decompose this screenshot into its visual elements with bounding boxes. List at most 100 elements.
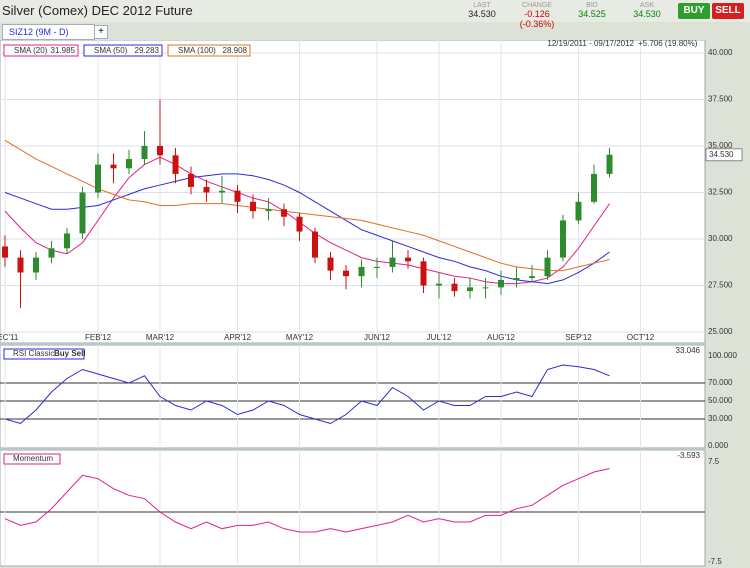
candle-body — [234, 190, 241, 202]
readout: 33.046 — [676, 346, 701, 355]
legend-item: SMA (20) 31.985 — [3, 44, 79, 57]
candle-body — [296, 216, 303, 232]
series-line — [4, 468, 610, 533]
candle-body — [126, 159, 132, 169]
y-tick-label: 30.000 — [708, 234, 733, 243]
header: Silver (Comex) DEC 2012 Future LAST 34.53… — [0, 0, 750, 29]
y-tick-label: 100.000 — [708, 351, 737, 360]
quote-value: 34.530 — [468, 9, 496, 19]
candle-body — [17, 257, 24, 273]
legend-box — [3, 453, 61, 465]
sell-button[interactable]: SELL — [712, 3, 744, 19]
candle-body — [451, 283, 458, 292]
x-tick-label: MAR'12 — [146, 333, 175, 342]
candle-body — [389, 257, 396, 267]
x-tick-label: JUL'12 — [427, 333, 452, 342]
quote-label: ASK — [639, 2, 654, 9]
x-tick-label: AUG'12 — [487, 333, 515, 342]
series-line — [4, 156, 610, 285]
legend-value: 28.908 — [223, 46, 248, 55]
legend-name: SMA (100) — [178, 46, 216, 55]
legend-box — [3, 44, 79, 57]
x-tick-label: MAY'12 — [286, 333, 314, 342]
candle-body — [172, 155, 179, 174]
candle-body — [529, 276, 535, 279]
legend-item: SMA (50) 29.283 — [83, 44, 163, 57]
candle-body — [188, 173, 194, 187]
quote: BID 34.525 — [568, 2, 616, 19]
y-tick-label: 7.5 — [708, 457, 720, 466]
legend-box — [83, 44, 163, 57]
period-change: +5.706 (19.80%) — [638, 40, 698, 48]
candle-body — [203, 186, 210, 193]
y-tick-label: 25.000 — [708, 327, 733, 336]
legend-item: SMA (100) 28.908 — [167, 44, 251, 57]
x-tick-label: FEB'12 — [85, 333, 112, 342]
panel — [0, 344, 706, 449]
legend-name: SMA (20) — [14, 46, 48, 55]
candle-body — [374, 266, 380, 268]
y-tick-label: 70.000 — [708, 378, 733, 387]
legend-name: RSI Classic — [13, 349, 54, 358]
legend-box — [3, 348, 85, 360]
candle-body — [358, 266, 365, 277]
candle-body — [141, 146, 148, 160]
y-tick-label: 27.500 — [708, 281, 733, 290]
series-line — [4, 364, 610, 425]
legend-value: 29.283 — [135, 46, 160, 55]
quote-label: CHANGE — [522, 2, 552, 9]
y-tick-label: 30.000 — [708, 414, 733, 423]
candle-body — [157, 146, 163, 156]
panel — [0, 449, 706, 567]
candle-body — [327, 257, 334, 271]
x-tick-label: DEC'11 — [0, 333, 19, 342]
candle-body — [265, 209, 272, 212]
last-price-label: 34.530 — [709, 150, 734, 159]
candle-body — [420, 261, 427, 286]
candle-body — [498, 279, 504, 288]
quote-label: BID — [586, 2, 598, 9]
candle-body — [513, 278, 520, 280]
quote-label: LAST — [473, 2, 491, 9]
readout: -3.593 — [677, 451, 700, 460]
candle-body — [405, 257, 411, 262]
candle-body — [467, 287, 473, 292]
candle-body — [544, 257, 551, 277]
candle-body — [436, 283, 442, 286]
candle-body — [250, 201, 256, 212]
legend-signal: Buy Sell — [54, 349, 86, 358]
legend-name: SMA (50) — [94, 46, 128, 55]
legend-box — [167, 44, 251, 57]
date-range: 12/19/2011 - 09/17/2012 — [547, 40, 634, 48]
candle-body — [95, 164, 101, 193]
y-tick-label: 37.500 — [708, 95, 733, 104]
candle-body — [591, 173, 597, 202]
legend-value: 31.985 — [51, 46, 76, 55]
quote-value: 34.530 — [633, 9, 661, 19]
candle-body — [33, 257, 39, 273]
add-tab[interactable]: + — [94, 25, 108, 39]
x-tick-label: JUN'12 — [364, 333, 391, 342]
quote: LAST 34.530 — [458, 2, 506, 19]
candle-body — [312, 231, 318, 258]
legend-name: Momentum — [13, 454, 53, 463]
quote-value: -0.126 (-0.36%) — [519, 9, 555, 29]
title: Silver (Comex) DEC 2012 Future — [2, 3, 193, 18]
y-tick-label: 40.000 — [708, 48, 733, 57]
y-tick-label: 32.500 — [708, 188, 733, 197]
tab[interactable]: SIZ12 (9M - D) — [2, 24, 95, 40]
candle-body — [2, 246, 8, 258]
candle-body — [48, 248, 55, 258]
candle-body — [79, 192, 86, 234]
y-tick-label: 50.000 — [708, 396, 733, 405]
candle-body — [110, 164, 117, 169]
last-price-box — [705, 148, 743, 162]
y-tick-label: 35.000 — [708, 141, 733, 150]
buy-button[interactable]: BUY — [678, 3, 710, 19]
candle-body — [281, 209, 287, 217]
y-tick-label: 0.000 — [708, 441, 729, 450]
x-tick-label: OCT'12 — [627, 333, 655, 342]
x-tick-label: SEP'12 — [565, 333, 592, 342]
quote-value: 34.525 — [578, 9, 606, 19]
